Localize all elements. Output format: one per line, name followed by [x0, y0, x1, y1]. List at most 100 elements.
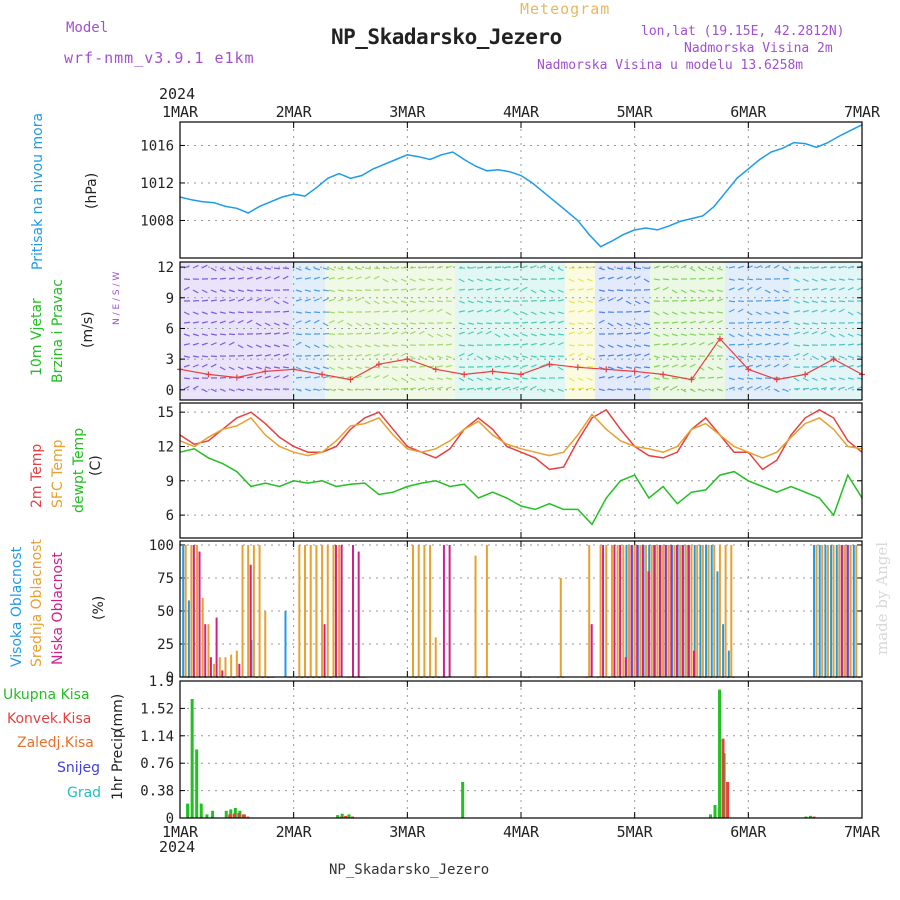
low-cloud-bar: [334, 544, 337, 677]
dewpt-point: [776, 491, 778, 493]
wind-arrow: [634, 366, 642, 369]
wind-arrow: [707, 298, 714, 302]
wind-arrow: [494, 278, 501, 282]
wind-arrow: [418, 387, 425, 390]
wind-arrow: [598, 298, 605, 302]
wind-arrow: [328, 267, 335, 271]
wind-arrow: [228, 341, 235, 346]
wind-arrow: [530, 377, 538, 380]
wind-arrow: [485, 387, 492, 390]
low-cloud-bar: [323, 624, 326, 677]
wind-arrow: [802, 377, 809, 382]
y-tick-label: 100: [149, 538, 174, 554]
wind-arrow: [255, 267, 262, 271]
low-cloud-bar: [204, 624, 207, 677]
wind-arrow: [521, 343, 528, 346]
wind-arrow: [829, 309, 836, 313]
wind-arrow: [773, 355, 781, 358]
wind-arrow: [557, 289, 564, 293]
wind-arrow: [512, 386, 519, 390]
wind-arrow: [400, 377, 407, 382]
wind-arrow: [445, 311, 452, 316]
dewpt-point: [577, 508, 579, 510]
wind-arrow: [458, 344, 466, 347]
dewpt-point: [335, 485, 337, 488]
pressure-point: [384, 163, 386, 165]
wind-arrow: [322, 366, 329, 370]
wind-arrow: [793, 278, 800, 283]
wind-arrow: [304, 289, 311, 293]
wind-arrow: [295, 298, 302, 302]
dewpt-point: [804, 491, 806, 493]
wind-arrow: [746, 278, 754, 281]
low-cloud-bar: [840, 544, 843, 677]
wind-arrow: [820, 278, 827, 282]
wind-arrow: [364, 375, 371, 379]
wind-arrow: [373, 344, 380, 348]
wind-arrow: [737, 343, 745, 346]
wind-arrow: [237, 388, 244, 392]
wind-arrow: [237, 319, 244, 324]
mid-cloud-bar: [412, 544, 415, 677]
total-rain-bar: [461, 781, 465, 818]
wind-arrow: [548, 299, 556, 302]
dewpt-point: [491, 491, 494, 493]
sfc-temp-point: [222, 428, 224, 430]
y-tick-label: 1016: [140, 138, 174, 154]
wind-arrow: [557, 277, 565, 280]
mid-cloud-bar: [815, 544, 818, 677]
legend-graupel: Grad: [67, 785, 102, 801]
wind-arrow: [445, 287, 452, 291]
wind-arrow: [764, 289, 771, 294]
wind-arrow: [716, 311, 724, 314]
wind-arrow: [476, 309, 483, 313]
wind-arrow: [183, 265, 190, 269]
wind-arrow: [607, 388, 614, 391]
wind-arrow: [192, 342, 199, 346]
panel-frame: [179, 261, 863, 401]
wind-arrow: [811, 331, 818, 335]
wind-arrow: [521, 333, 528, 337]
wind-arrow: [802, 288, 810, 291]
wind-arrow: [458, 310, 465, 313]
total-rain-bar: [713, 805, 717, 818]
wind-arrow: [764, 355, 772, 358]
wind-arrow: [264, 344, 271, 348]
wind-arrow: [847, 355, 854, 359]
wind-arrow: [634, 332, 641, 335]
wind-arrow: [427, 355, 434, 359]
wind-arrow: [716, 376, 724, 379]
wind-arrow: [391, 322, 398, 326]
convective-rain-bar: [232, 813, 236, 818]
wind-arrow: [698, 311, 705, 315]
wind-arrow: [838, 355, 845, 359]
wind-arrow: [764, 333, 771, 337]
wind-arrow: [557, 267, 564, 272]
pressure-point: [827, 142, 829, 144]
wind-arrow: [716, 298, 723, 302]
wind-arrow: [418, 330, 425, 335]
wind-arrow: [282, 300, 289, 305]
mid-cloud-bar: [707, 544, 710, 677]
wind-arrow: [568, 377, 575, 382]
wind-arrow: [400, 309, 407, 313]
wind-arrow: [737, 364, 744, 368]
wind-arrow: [485, 365, 493, 368]
low-cloud-bar: [352, 544, 354, 677]
wind-arrow: [755, 342, 762, 346]
wind-arrow: [219, 333, 227, 336]
wind-arrow: [219, 267, 226, 272]
wind-arrow: [246, 344, 253, 349]
temp-2m-point: [804, 417, 806, 419]
wind-arrow: [838, 377, 845, 381]
total-rain-bar: [336, 815, 340, 818]
wind-arrow: [616, 322, 623, 327]
wind-arrow: [219, 299, 226, 302]
wind-arrow: [476, 387, 484, 390]
mid-cloud-bar: [730, 544, 733, 677]
mid-cloud-bar: [588, 544, 591, 677]
wind-band: [292, 262, 325, 400]
wind-arrow: [476, 278, 483, 282]
sfc-temp-point: [193, 445, 195, 448]
temp-2m-point: [662, 457, 664, 459]
